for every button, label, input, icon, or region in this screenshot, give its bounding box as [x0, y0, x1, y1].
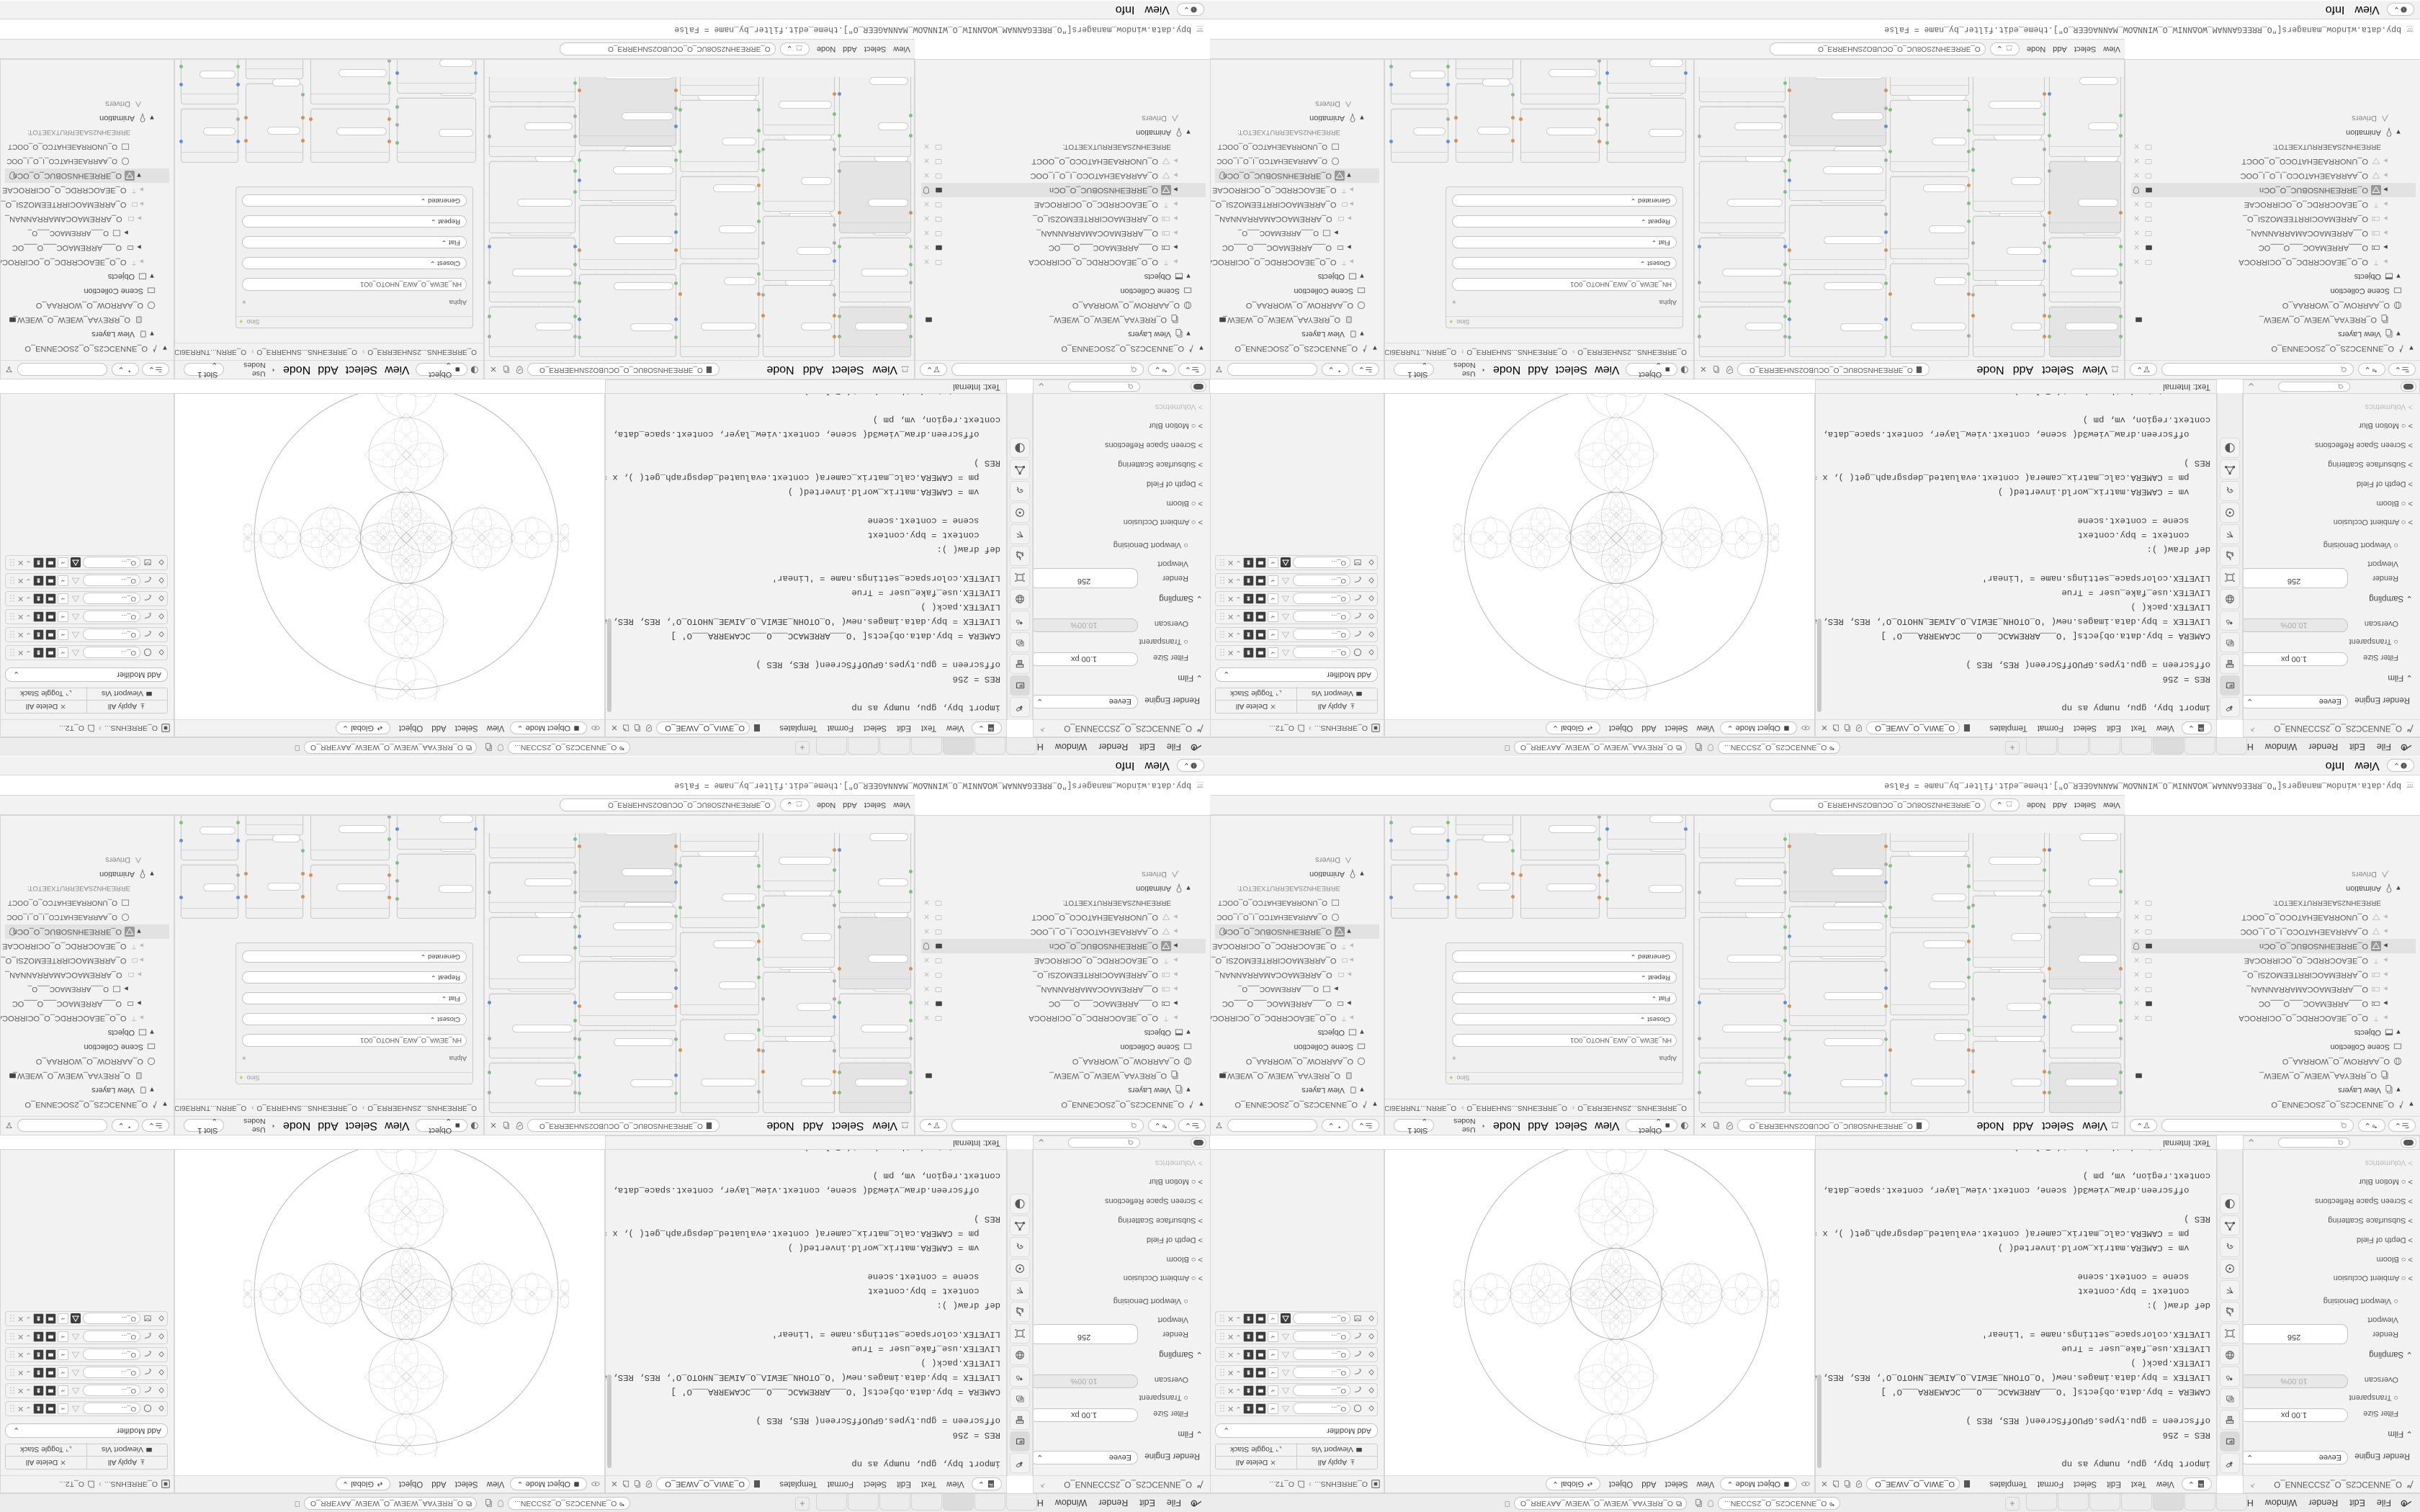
svg-text:i: i: [2403, 7, 2404, 12]
svg-text:i: i: [2403, 763, 2404, 768]
svg-text:i: i: [1193, 763, 1194, 768]
svg-text:i: i: [1193, 7, 1194, 12]
